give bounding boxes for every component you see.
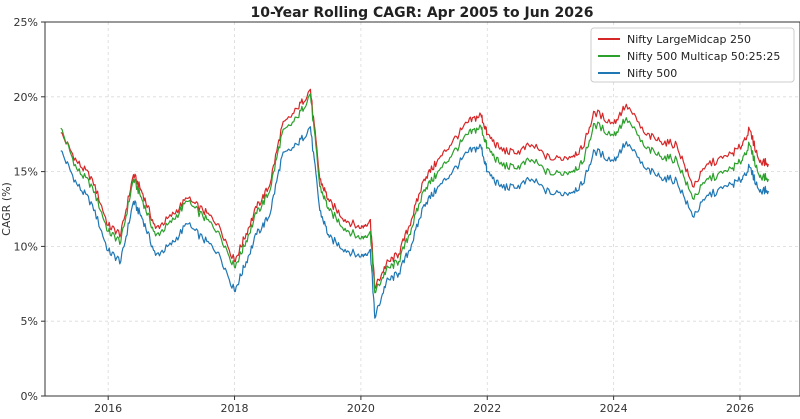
y-axis-ticks: 0% 5% 10% 15% 20% 25% <box>14 16 45 403</box>
y-tick-label: 25% <box>14 16 38 29</box>
series-line-0 <box>60 88 769 289</box>
x-tick-label: 2024 <box>600 402 628 415</box>
legend-label-2: Nifty 500 <box>627 67 677 80</box>
chart-title: 10-Year Rolling CAGR: Apr 2005 to Jun 20… <box>251 5 594 21</box>
plot-frame <box>44 21 800 397</box>
series-line-2 <box>60 126 769 319</box>
x-tick-label: 2018 <box>221 402 249 415</box>
y-tick-label: 10% <box>14 240 38 253</box>
y-tick-label: 20% <box>14 91 38 104</box>
legend: Nifty LargeMidcap 250 Nifty 500 Multicap … <box>590 27 795 83</box>
y-tick-label: 0% <box>21 390 38 403</box>
x-tick-label: 2026 <box>726 402 754 415</box>
legend-label-1: Nifty 500 Multicap 50:25:25 <box>627 50 780 63</box>
legend-label-0: Nifty LargeMidcap 250 <box>627 33 751 46</box>
x-tick-label: 2020 <box>347 402 375 415</box>
y-tick-label: 15% <box>14 166 38 179</box>
x-tick-label: 2022 <box>473 402 501 415</box>
series-lines <box>60 88 769 319</box>
grid <box>45 21 800 397</box>
y-tick-label: 5% <box>21 315 38 328</box>
legend-box <box>590 27 795 83</box>
x-axis-ticks: 2016 2018 2020 2022 2024 2026 <box>94 396 754 415</box>
series-line-1 <box>60 93 769 294</box>
y-axis-label: CAGR (%) <box>0 182 13 236</box>
x-tick-label: 2016 <box>94 402 122 415</box>
